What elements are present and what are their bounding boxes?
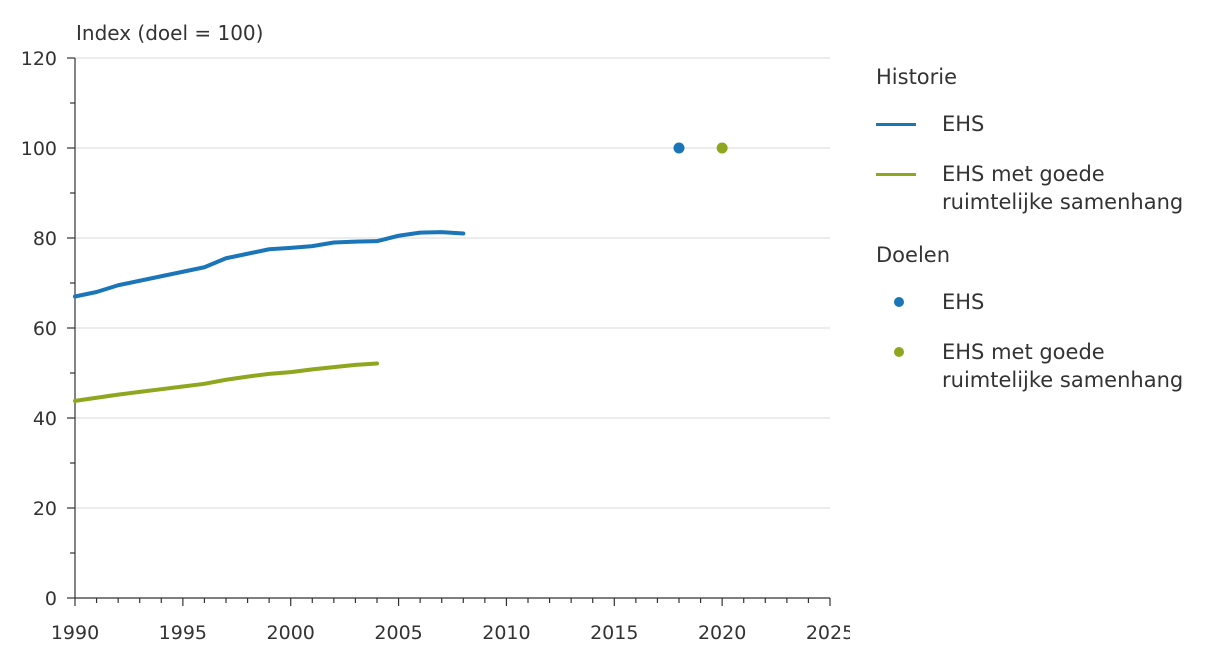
x-tick-label: 2025 [806,622,850,644]
legend-item-historie-ehs-samenhang: EHS met goede ruimtelijke samenhang [876,160,1221,216]
line-chart: Index (doel = 100) 0 20 40 60 80 100 120 1990 19… [21,21,850,644]
y-tick-label: 60 [33,318,57,340]
legend: Historie EHS EHS met goede ruimtelijke s… [876,60,1221,416]
legend-line-swatch [876,173,916,176]
series-line-0-1 [73,361,379,403]
legend-dot-swatch [894,297,904,307]
legend-item-doelen-ehs: EHS [876,288,1221,316]
grid-lines [75,57,830,509]
x-tick-label: 2015 [590,622,638,644]
axes: 0 20 40 60 80 100 120 1990 1995 2000 2005 2010 2015 2… [21,48,850,644]
series-line-0-0 [73,230,466,299]
legend-group-historie-title: Historie [876,65,958,89]
legend-dot-swatch [894,347,904,357]
x-tick-label: 1990 [51,622,99,644]
y-tick-label: 20 [33,498,57,520]
x-tick-label: 2005 [374,622,422,644]
x-tick-label: 1995 [159,622,207,644]
legend-label: EHS [942,290,985,314]
y-tick-label: 100 [21,138,57,160]
legend-item-historie-ehs: EHS [876,110,1221,138]
series-layer [73,142,728,403]
x-tick-label: 2000 [267,622,315,644]
legend-line-swatch [876,123,916,126]
target-point-1-1 [716,142,728,154]
y-tick-label: 80 [33,228,57,250]
legend-item-doelen-ehs-samenhang: EHS met goede ruimtelijke samenhang [876,338,1221,394]
y-axis-label: Index (doel = 100) [76,21,263,45]
x-tick-label: 2010 [482,622,530,644]
y-tick-label: 120 [21,48,57,70]
y-tick-label: 40 [33,408,57,430]
legend-label: EHS met goede ruimtelijke samenhang [942,340,1184,392]
legend-label: EHS [942,112,985,136]
target-point-1-0 [673,142,685,154]
legend-group-doelen-title: Doelen [876,243,951,267]
y-tick-label: 0 [45,588,57,610]
x-tick-label: 2020 [698,622,746,644]
legend-label: EHS met goede ruimtelijke samenhang [942,162,1184,214]
